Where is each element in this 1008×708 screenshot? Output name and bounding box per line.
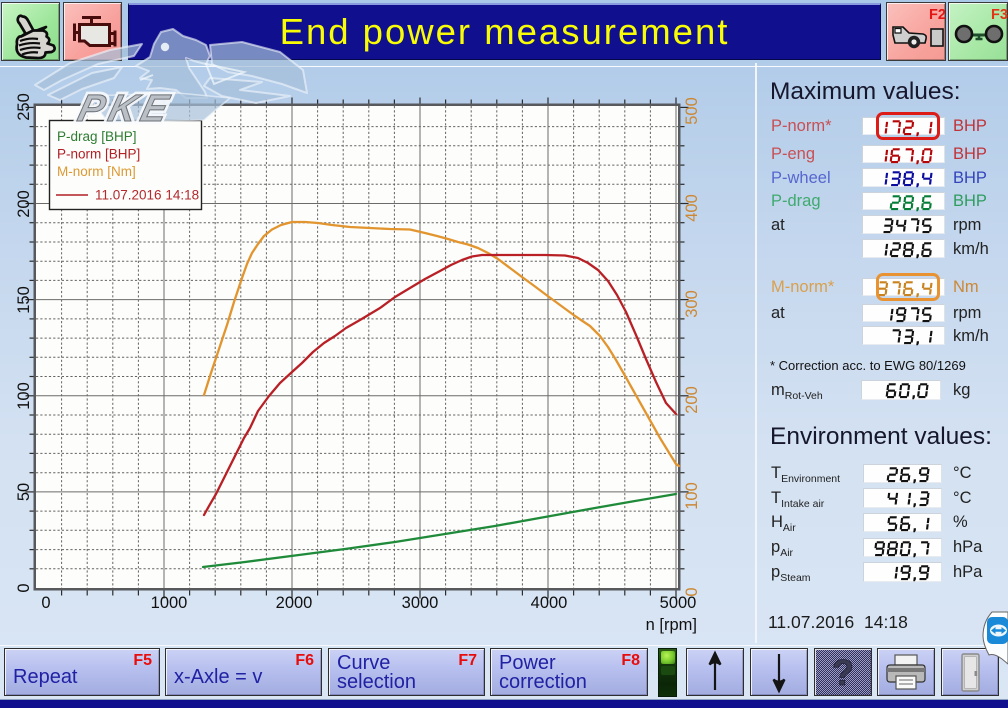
- svg-text:M-norm [Nm]: M-norm [Nm]: [57, 164, 136, 179]
- svg-text:F2: F2: [929, 7, 946, 23]
- svg-text:2000: 2000: [276, 594, 313, 612]
- svg-text:250: 250: [15, 93, 33, 121]
- svg-text:?: ?: [832, 652, 854, 693]
- svg-text:50: 50: [15, 483, 33, 501]
- svg-text:100: 100: [683, 482, 701, 510]
- svg-text:500: 500: [683, 97, 701, 125]
- svg-text:0: 0: [15, 583, 33, 592]
- svg-text:5000: 5000: [660, 594, 697, 612]
- svg-text:400: 400: [683, 194, 701, 222]
- svg-text:3000: 3000: [402, 594, 439, 612]
- svg-text:1000: 1000: [151, 594, 188, 612]
- svg-text:100: 100: [15, 382, 33, 410]
- svg-text:200: 200: [683, 386, 701, 414]
- svg-text:4000: 4000: [531, 594, 568, 612]
- svg-text:200: 200: [15, 190, 33, 218]
- svg-text:n [rpm]: n [rpm]: [646, 616, 697, 634]
- svg-text:F3: F3: [991, 7, 1008, 23]
- svg-text:P-drag [BHP]: P-drag [BHP]: [57, 129, 137, 144]
- svg-text:11.07.2016 14:18: 11.07.2016 14:18: [95, 188, 199, 203]
- svg-text:0: 0: [41, 594, 50, 612]
- svg-text:P-norm [BHP]: P-norm [BHP]: [57, 147, 140, 162]
- svg-text:150: 150: [15, 286, 33, 314]
- svg-text:0: 0: [683, 587, 701, 596]
- svg-text:300: 300: [683, 290, 701, 318]
